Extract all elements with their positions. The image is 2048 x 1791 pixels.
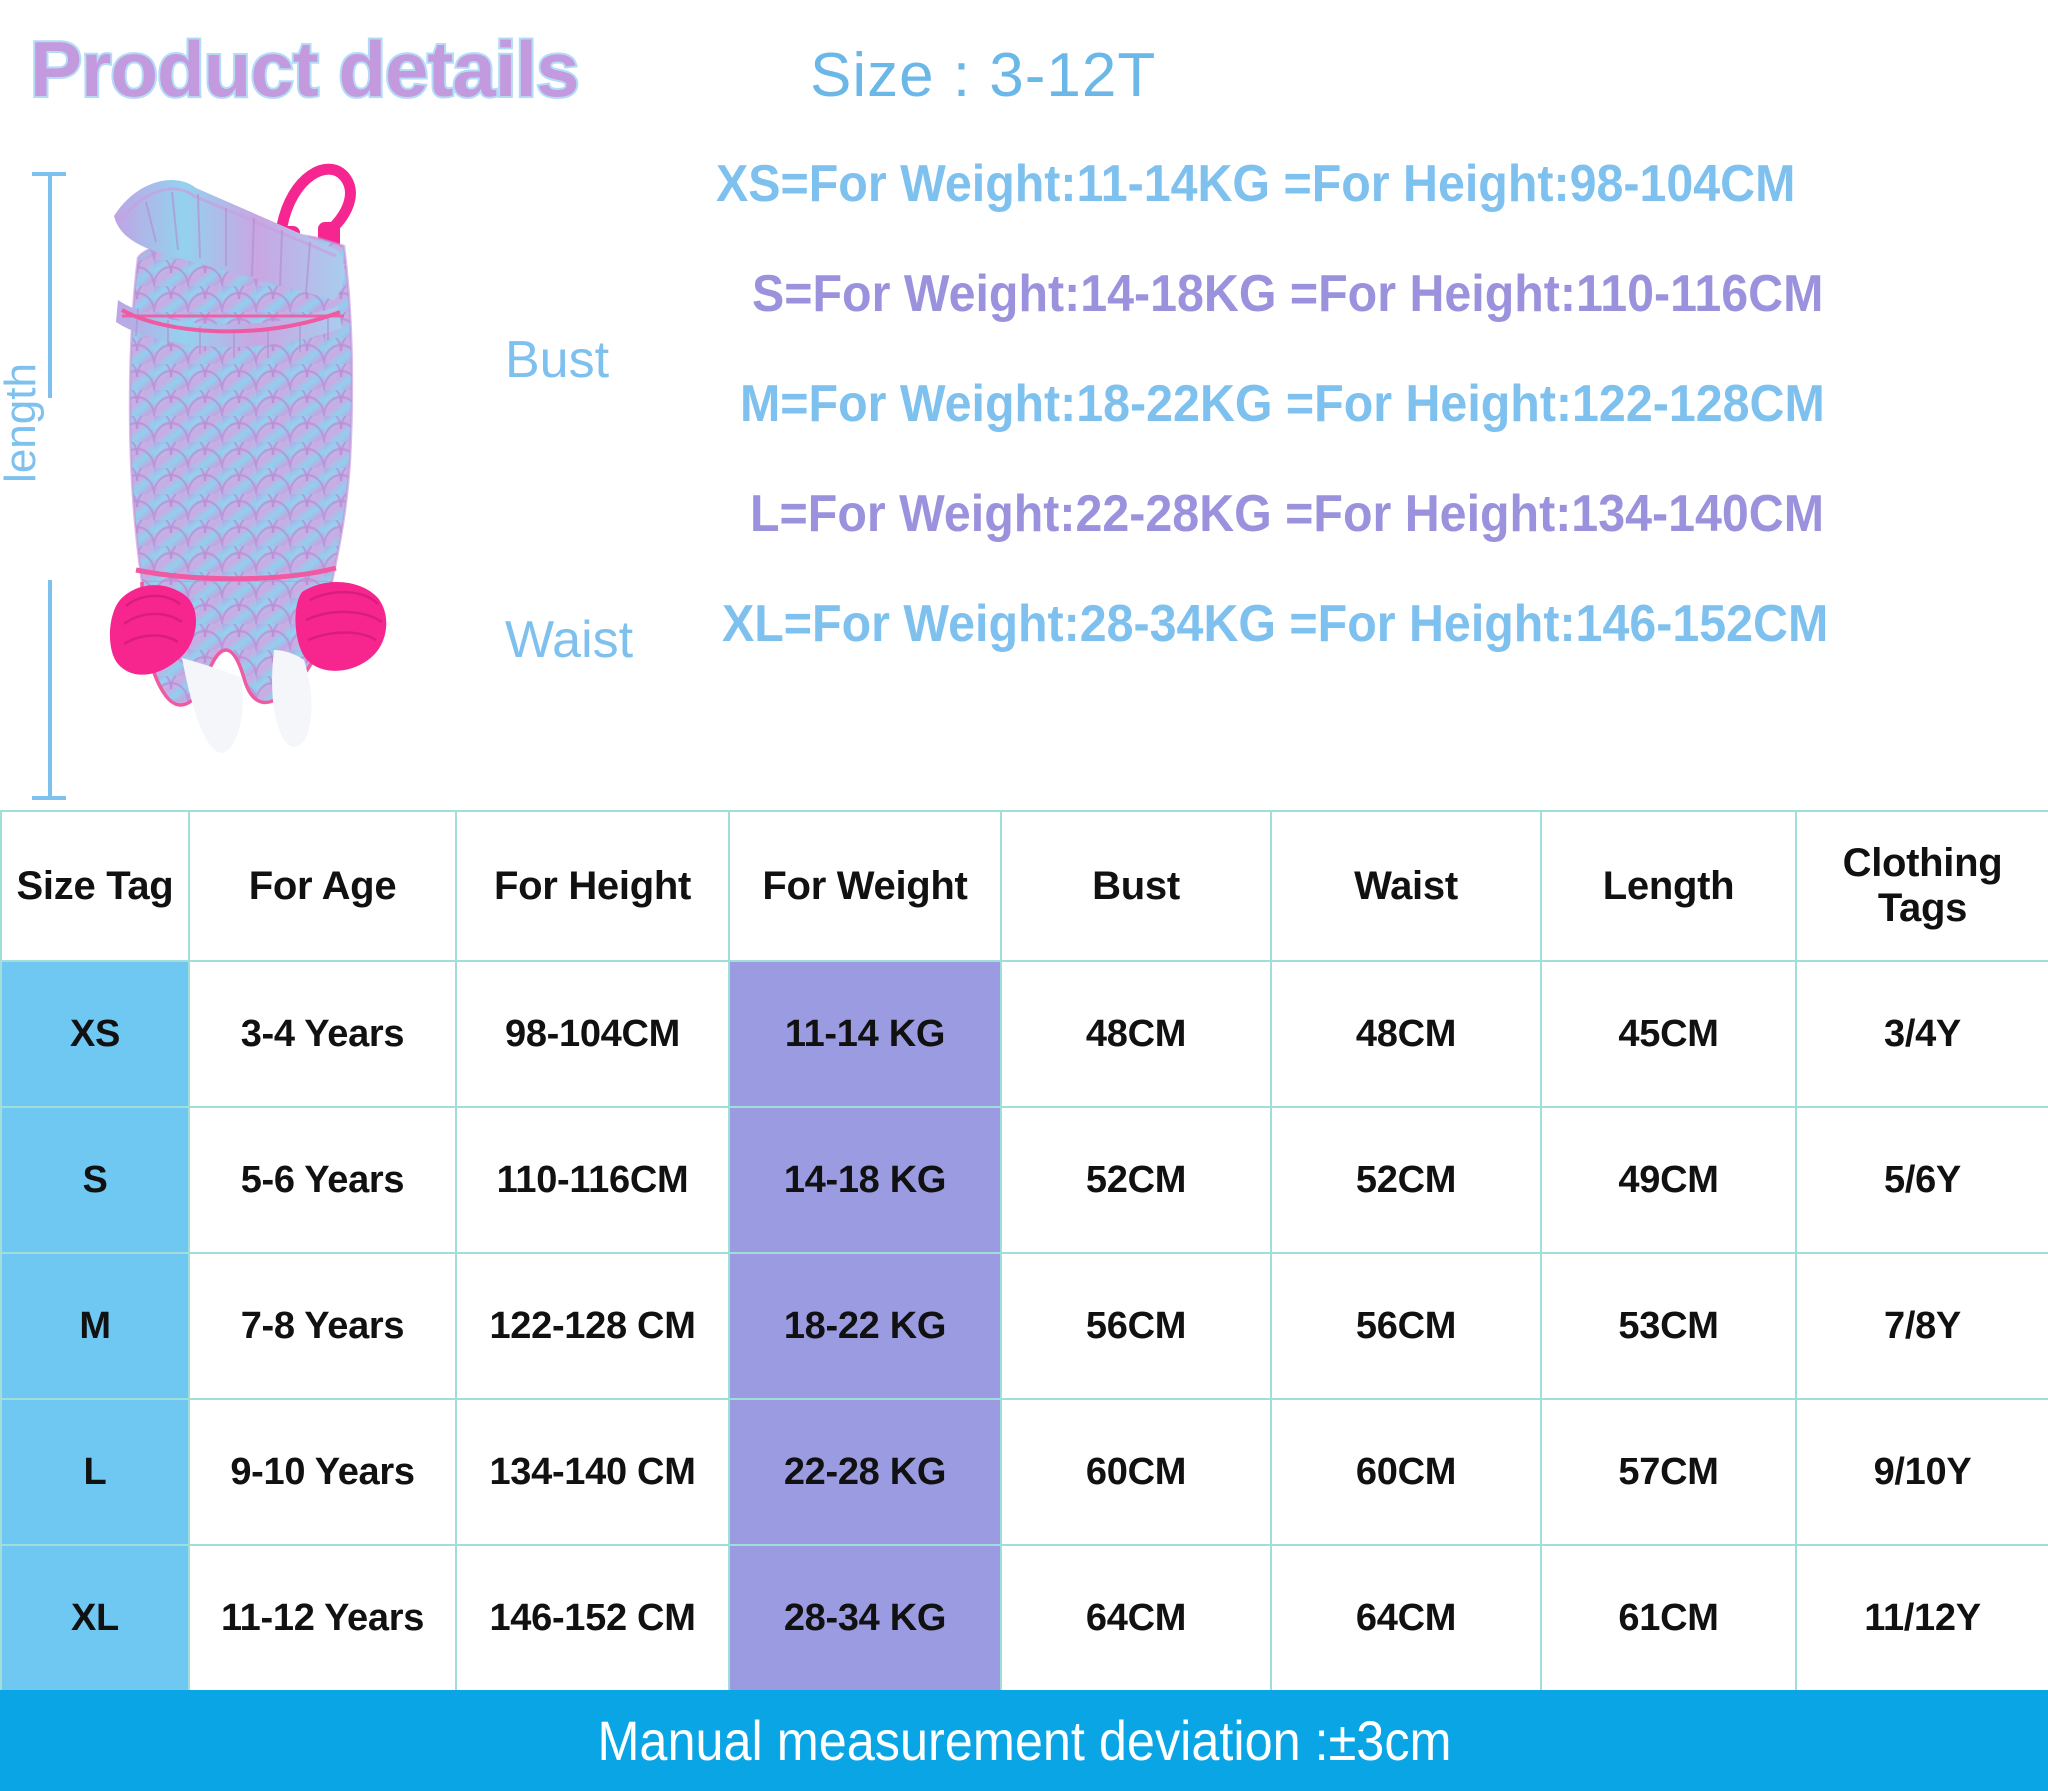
size-description-xl: XL=For Weight:28-34KG =For Height:146-15… (722, 595, 1829, 653)
cell-size-tag: S (0, 1106, 190, 1254)
length-label: length (0, 363, 45, 483)
page-title: Product details (28, 23, 581, 115)
table-row: L 9-10 Years 134-140 CM 22-28 KG 60CM 60… (0, 1398, 2048, 1546)
table-row: XL 11-12 Years 146-152 CM 28-34 KG 64CM … (0, 1544, 2048, 1692)
cell-bust: 64CM (1000, 1544, 1272, 1692)
table-row: M 7-8 Years 122-128 CM 18-22 KG 56CM 56C… (0, 1252, 2048, 1400)
cell-clothing-tag: 9/10Y (1795, 1398, 2048, 1546)
size-range-text: Size : 3-12T (810, 41, 1157, 110)
cell-for-height: 134-140 CM (455, 1398, 730, 1546)
column-header-for-weight: For Weight (728, 810, 1002, 962)
cell-for-age: 9-10 Years (188, 1398, 457, 1546)
cell-waist: 64CM (1270, 1544, 1542, 1692)
cell-bust: 48CM (1000, 960, 1272, 1108)
cell-bust: 56CM (1000, 1252, 1272, 1400)
cell-waist: 56CM (1270, 1252, 1542, 1400)
cell-clothing-tag: 7/8Y (1795, 1252, 2048, 1400)
cell-for-age: 7-8 Years (188, 1252, 457, 1400)
measurement-diagram: length (0, 130, 680, 810)
cell-clothing-tag: 5/6Y (1795, 1106, 2048, 1254)
cell-for-age: 5-6 Years (188, 1106, 457, 1254)
length-measure-axis (32, 150, 66, 800)
cell-bust: 52CM (1000, 1106, 1272, 1254)
cell-length: 61CM (1540, 1544, 1797, 1692)
table-header-row: Size Tag For Age For Height For Weight B… (0, 810, 2048, 962)
cell-for-height: 122-128 CM (455, 1252, 730, 1400)
cell-for-weight: 14-18 KG (728, 1106, 1002, 1254)
manual-deviation-note: Manual measurement deviation :±3cm (596, 1709, 1452, 1772)
cell-waist: 48CM (1270, 960, 1542, 1108)
swimsuit-illustration (109, 163, 387, 753)
cell-for-age: 3-4 Years (188, 960, 457, 1108)
size-table: Size Tag For Age For Height For Weight B… (0, 810, 2048, 1692)
size-description-list: XS=For Weight:11-14KG =For Height:98-104… (700, 140, 2048, 800)
size-description-s: S=For Weight:14-18KG =For Height:110-116… (752, 265, 1824, 323)
cell-for-weight: 18-22 KG (728, 1252, 1002, 1400)
column-header-for-age: For Age (188, 810, 457, 962)
table-row: S 5-6 Years 110-116CM 14-18 KG 52CM 52CM… (0, 1106, 2048, 1254)
waist-label: Waist (505, 611, 634, 669)
cell-length: 49CM (1540, 1106, 1797, 1254)
bust-label: Bust (505, 331, 610, 389)
cell-length: 57CM (1540, 1398, 1797, 1546)
cell-length: 53CM (1540, 1252, 1797, 1400)
cell-for-height: 110-116CM (455, 1106, 730, 1254)
column-header-length: Length (1540, 810, 1797, 962)
cell-bust: 60CM (1000, 1398, 1272, 1546)
cell-size-tag: XL (0, 1544, 190, 1692)
cell-for-height: 146-152 CM (455, 1544, 730, 1692)
size-description-xs: XS=For Weight:11-14KG =For Height:98-104… (716, 155, 1796, 213)
table-row: XS 3-4 Years 98-104CM 11-14 KG 48CM 48CM… (0, 960, 2048, 1108)
column-header-for-height: For Height (455, 810, 730, 962)
column-header-clothing-tags: Clothing Tags (1795, 810, 2048, 962)
length-axis-line-lower (48, 580, 52, 798)
length-axis-cap-bottom (32, 796, 66, 800)
column-header-size-tag: Size Tag (0, 810, 190, 962)
cell-waist: 60CM (1270, 1398, 1542, 1546)
header-row: Product details Size : 3-12T (0, 18, 2048, 128)
cell-for-age: 11-12 Years (188, 1544, 457, 1692)
length-axis-line-upper (48, 174, 52, 398)
cell-for-height: 98-104CM (455, 960, 730, 1108)
cell-for-weight: 28-34 KG (728, 1544, 1002, 1692)
footer-banner: Manual measurement deviation :±3cm (0, 1690, 2048, 1791)
cell-for-weight: 11-14 KG (728, 960, 1002, 1108)
cell-waist: 52CM (1270, 1106, 1542, 1254)
cell-clothing-tag: 3/4Y (1795, 960, 2048, 1108)
column-header-bust: Bust (1000, 810, 1272, 962)
cell-size-tag: M (0, 1252, 190, 1400)
size-description-m: M=For Weight:18-22KG =For Height:122-128… (740, 375, 1825, 433)
cell-size-tag: L (0, 1398, 190, 1546)
cell-for-weight: 22-28 KG (728, 1398, 1002, 1546)
cell-length: 45CM (1540, 960, 1797, 1108)
cell-clothing-tag: 11/12Y (1795, 1544, 2048, 1692)
cell-size-tag: XS (0, 960, 190, 1108)
size-description-l: L=For Weight:22-28KG =For Height:134-140… (750, 485, 1824, 543)
column-header-waist: Waist (1270, 810, 1542, 962)
